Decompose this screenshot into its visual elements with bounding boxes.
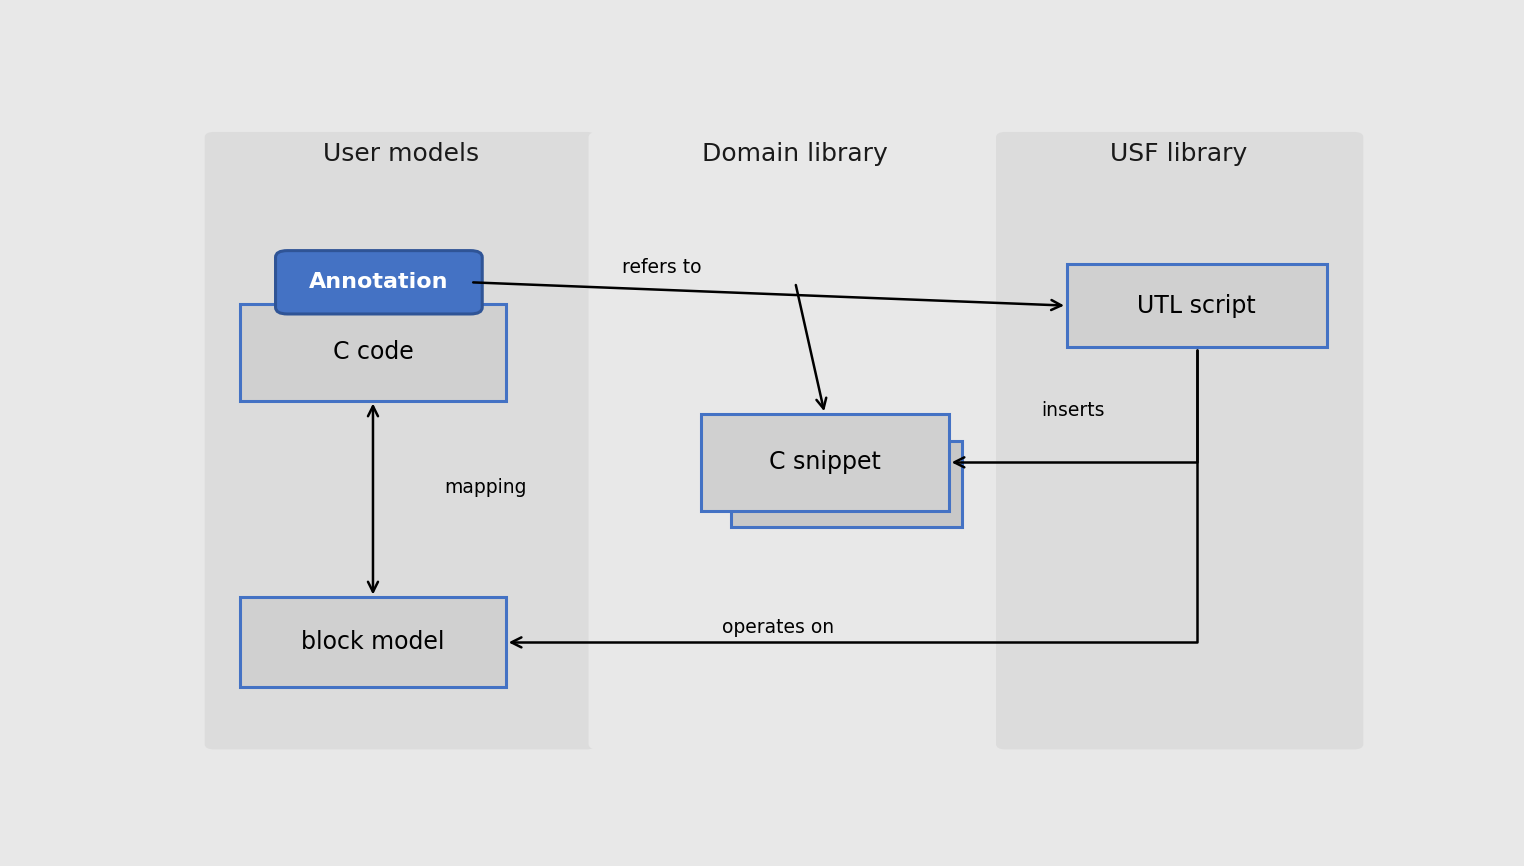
Text: block model: block model (302, 630, 445, 655)
FancyBboxPatch shape (241, 598, 506, 688)
Text: mapping: mapping (445, 478, 527, 497)
FancyBboxPatch shape (1067, 264, 1327, 347)
FancyBboxPatch shape (997, 132, 1364, 749)
Text: Annotation: Annotation (309, 272, 448, 293)
FancyBboxPatch shape (588, 132, 1003, 749)
FancyBboxPatch shape (241, 304, 506, 401)
Text: UTL script: UTL script (1137, 294, 1256, 318)
Text: inserts: inserts (1041, 401, 1105, 420)
FancyBboxPatch shape (732, 441, 962, 527)
Text: operates on: operates on (722, 617, 834, 637)
Text: C snippet: C snippet (768, 450, 881, 475)
FancyBboxPatch shape (204, 132, 596, 749)
Text: C code: C code (332, 340, 413, 365)
FancyBboxPatch shape (276, 250, 482, 314)
Text: USF library: USF library (1111, 142, 1248, 166)
Text: refers to: refers to (622, 258, 701, 277)
Text: User models: User models (323, 142, 479, 166)
FancyBboxPatch shape (701, 414, 949, 511)
Text: Domain library: Domain library (703, 142, 888, 166)
